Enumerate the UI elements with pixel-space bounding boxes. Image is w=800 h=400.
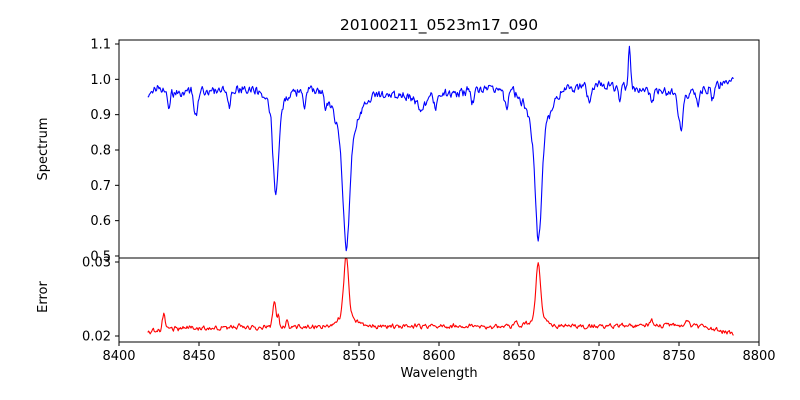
y-tick-label: 0.8 <box>90 143 111 158</box>
y-tick-label: 1.0 <box>90 73 111 88</box>
x-tick-label: 8600 <box>422 349 455 364</box>
x-tick-label: 8400 <box>102 349 135 364</box>
y-tick-label: 0.7 <box>90 179 111 194</box>
y-tick-label: 0.6 <box>90 214 111 229</box>
bottom-panel-frame <box>118 257 760 343</box>
x-tick-label: 8750 <box>662 349 695 364</box>
top-panel-frame <box>118 39 760 259</box>
y-tick-label: 0.02 <box>82 330 111 345</box>
y-tick-label: 0.9 <box>90 108 111 123</box>
error-line <box>147 257 734 336</box>
x-tick-label: 8450 <box>182 349 215 364</box>
x-axis-ticks: 8400 8450 8500 8550 8600 8650 8700 8750 8800 <box>102 342 776 364</box>
series-lines <box>147 45 734 336</box>
error-y-axis-ticks: 0.02 0.03 <box>82 255 119 345</box>
x-tick-label: 8800 <box>742 349 775 364</box>
error-axis-label: Error <box>36 281 51 313</box>
x-tick-label: 8650 <box>502 349 535 364</box>
y-tick-label: 1.1 <box>90 37 111 52</box>
y-tick-label: 0.5 <box>90 249 111 264</box>
x-tick-label: 8500 <box>262 349 295 364</box>
chart-title: 20100211_0523m17_090 <box>340 16 538 35</box>
spectrum-axis-label: Spectrum <box>36 118 51 181</box>
x-axis-label: Wavelength <box>400 366 477 381</box>
x-tick-label: 8700 <box>582 349 615 364</box>
spectrum-y-axis-ticks: 0.5 0.6 0.7 0.8 0.9 1.0 1.1 <box>90 37 119 264</box>
y-tick-label: 0.03 <box>82 255 111 270</box>
x-tick-label: 8550 <box>342 349 375 364</box>
spectrum-line <box>147 45 734 252</box>
